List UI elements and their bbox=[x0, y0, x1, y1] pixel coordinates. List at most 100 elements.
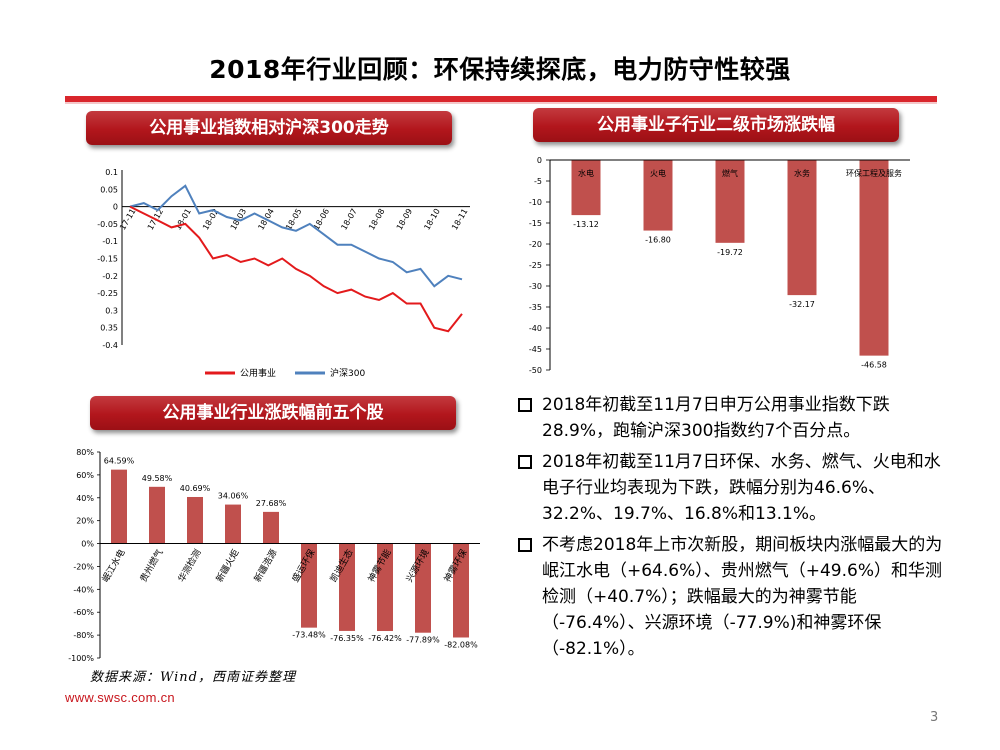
x-tick-label: 18-08 bbox=[367, 207, 386, 232]
banner-line-chart: 公用事业指数相对沪深300走势 bbox=[86, 111, 452, 145]
y-tick-label: 40% bbox=[76, 494, 94, 503]
bullet-item: 2018年初截至11月7日申万公用事业指数下跌28.9%，跑输沪深300指数约7… bbox=[518, 392, 943, 444]
slide-title: 2018年行业回顾：环保持续探底，电力防守性较强 bbox=[209, 55, 791, 84]
website-link[interactable]: www.swsc.com.cn bbox=[65, 690, 175, 705]
y-tick-label: -45 bbox=[529, 345, 542, 354]
bar-value-label: -76.35% bbox=[330, 634, 364, 643]
y-tick-label: -0.15 bbox=[97, 255, 118, 264]
x-tick-label: 18-11 bbox=[450, 207, 469, 232]
y-tick-label: -0.4 bbox=[102, 341, 118, 350]
bar-value-label: -82.08% bbox=[444, 640, 478, 649]
category-label: 岷江水电 bbox=[99, 547, 127, 584]
bar bbox=[571, 160, 601, 216]
y-tick-label: -80% bbox=[73, 631, 94, 640]
x-tick-label: 18-07 bbox=[339, 207, 358, 232]
bar-value-label: -73.48% bbox=[292, 631, 326, 640]
category-label: 水务 bbox=[794, 168, 810, 178]
y-tick-label: 0% bbox=[81, 540, 94, 549]
legend-label-utility: 公用事业 bbox=[240, 367, 276, 379]
bullet-text: 2018年初截至11月7日申万公用事业指数下跌28.9%，跑输沪深300指数约7… bbox=[542, 395, 890, 441]
page-number: 3 bbox=[930, 710, 939, 725]
bullet-item: 不考虑2018年上市次新股，期间板块内涨幅最大的为岷江水电（+64.6%）、贵州… bbox=[518, 532, 943, 662]
bar bbox=[415, 543, 431, 633]
bar bbox=[149, 486, 165, 544]
y-tick-label: -40% bbox=[73, 585, 94, 594]
bar-value-label: -16.80 bbox=[645, 236, 671, 245]
title-rule-shadow bbox=[65, 102, 937, 104]
y-tick-label: -100% bbox=[68, 654, 94, 663]
bar bbox=[377, 543, 393, 632]
banner-top5: 公用事业行业涨跌幅前五个股 bbox=[90, 396, 456, 430]
bar-value-label: 64.59% bbox=[104, 457, 135, 466]
bullet-list: 2018年初截至11月7日申万公用事业指数下跌28.9%，跑输沪深300指数约7… bbox=[518, 392, 943, 667]
y-tick-label: 0 bbox=[537, 156, 542, 165]
series-line-hs300 bbox=[129, 184, 463, 288]
bar bbox=[187, 496, 203, 544]
category-label: 贵州燃气 bbox=[137, 547, 165, 584]
bullet-text: 不考虑2018年上市次新股，期间板块内涨幅最大的为岷江水电（+64.6%）、贵州… bbox=[542, 535, 943, 659]
bar bbox=[339, 543, 355, 631]
bar bbox=[263, 511, 279, 544]
x-tick-label: 17-11 bbox=[118, 207, 137, 232]
bar-value-label: 49.58% bbox=[142, 474, 173, 483]
y-tick-label: -50 bbox=[529, 366, 542, 375]
category-label: 环保工程及服务 bbox=[846, 168, 902, 178]
y-tick-label: -25 bbox=[529, 261, 542, 270]
y-tick-label: -0.05 bbox=[97, 220, 118, 229]
y-tick-label: -20 bbox=[529, 240, 542, 249]
bar bbox=[643, 160, 673, 231]
bar bbox=[301, 543, 317, 628]
y-tick-label: 0.05 bbox=[100, 185, 118, 194]
square-bullet-icon bbox=[518, 538, 532, 552]
y-tick-label: 0 bbox=[113, 203, 118, 212]
title-rule bbox=[65, 96, 937, 102]
y-tick-label: -20% bbox=[73, 562, 94, 571]
category-label: 水电 bbox=[578, 168, 594, 178]
y-tick-label: -10 bbox=[529, 198, 542, 207]
bar bbox=[111, 469, 127, 544]
category-label: 新疆浩源 bbox=[251, 547, 279, 584]
y-tick-label: -35 bbox=[529, 303, 542, 312]
bar bbox=[787, 160, 817, 296]
x-tick-label: 18-10 bbox=[422, 207, 441, 232]
y-tick-label: 20% bbox=[76, 517, 94, 526]
y-tick-label: -40 bbox=[529, 324, 542, 333]
bullet-item: 2018年初截至11月7日环保、水务、燃气、火电和水电子行业均表现为下跌，跌幅分… bbox=[518, 449, 943, 527]
banner-sub-industry: 公用事业子行业二级市场涨跌幅 bbox=[533, 108, 899, 142]
bar-value-label: -19.72 bbox=[717, 248, 743, 257]
y-tick-label: 80% bbox=[76, 448, 94, 457]
source-note: 数据来源：Wind，西南证券整理 bbox=[90, 670, 296, 685]
y-tick-label: 0.35 bbox=[100, 324, 118, 333]
square-bullet-icon bbox=[518, 398, 532, 412]
y-tick-label: -5 bbox=[534, 177, 542, 186]
bar-value-label: -32.17 bbox=[789, 300, 815, 309]
bullet-text: 2018年初截至11月7日环保、水务、燃气、火电和水电子行业均表现为下跌，跌幅分… bbox=[542, 452, 941, 524]
bar bbox=[453, 543, 469, 638]
y-tick-label: 60% bbox=[76, 471, 94, 480]
bar-value-label: -77.89% bbox=[406, 636, 440, 645]
y-tick-label: 0.3 bbox=[105, 306, 118, 315]
sub-industry-bar-chart: 0 -5 -10 -15 -20 -25 -30 -35 -40 -45 -50 -13.12 水电 -… bbox=[529, 156, 910, 375]
category-label: 火电 bbox=[650, 168, 666, 178]
bar-value-label: 34.06% bbox=[218, 492, 249, 501]
bar-value-label: 40.69% bbox=[180, 484, 211, 493]
category-label: 燃气 bbox=[722, 168, 738, 178]
y-tick-label: -60% bbox=[73, 608, 94, 617]
square-bullet-icon bbox=[518, 455, 532, 469]
bar-value-label: -76.42% bbox=[368, 634, 402, 643]
bar-value-label: 27.68% bbox=[256, 499, 287, 508]
top5-bar-chart: 80% 60% 40% 20% 0% -20% -40% -60% -80% -100% 64.5… bbox=[68, 448, 480, 663]
y-tick-label: -0.1 bbox=[102, 237, 118, 246]
line-chart: 0.1 0.05 0 -0.05 -0.1 -0.15 -0.2 -0.25 0.3 0.35 -0… bbox=[97, 168, 470, 379]
bar bbox=[225, 504, 241, 544]
bar bbox=[715, 160, 745, 243]
y-tick-label: -0.25 bbox=[97, 289, 118, 298]
y-tick-label: 0.1 bbox=[105, 168, 118, 177]
y-tick-label: -15 bbox=[529, 219, 542, 228]
series-line-utility bbox=[129, 205, 463, 333]
bar bbox=[859, 160, 889, 356]
y-tick-label: -0.2 bbox=[102, 272, 118, 281]
legend-label-hs300: 沪深300 bbox=[330, 367, 365, 379]
bar-value-label: -13.12 bbox=[573, 220, 599, 229]
category-label: 华测检测 bbox=[175, 547, 203, 584]
